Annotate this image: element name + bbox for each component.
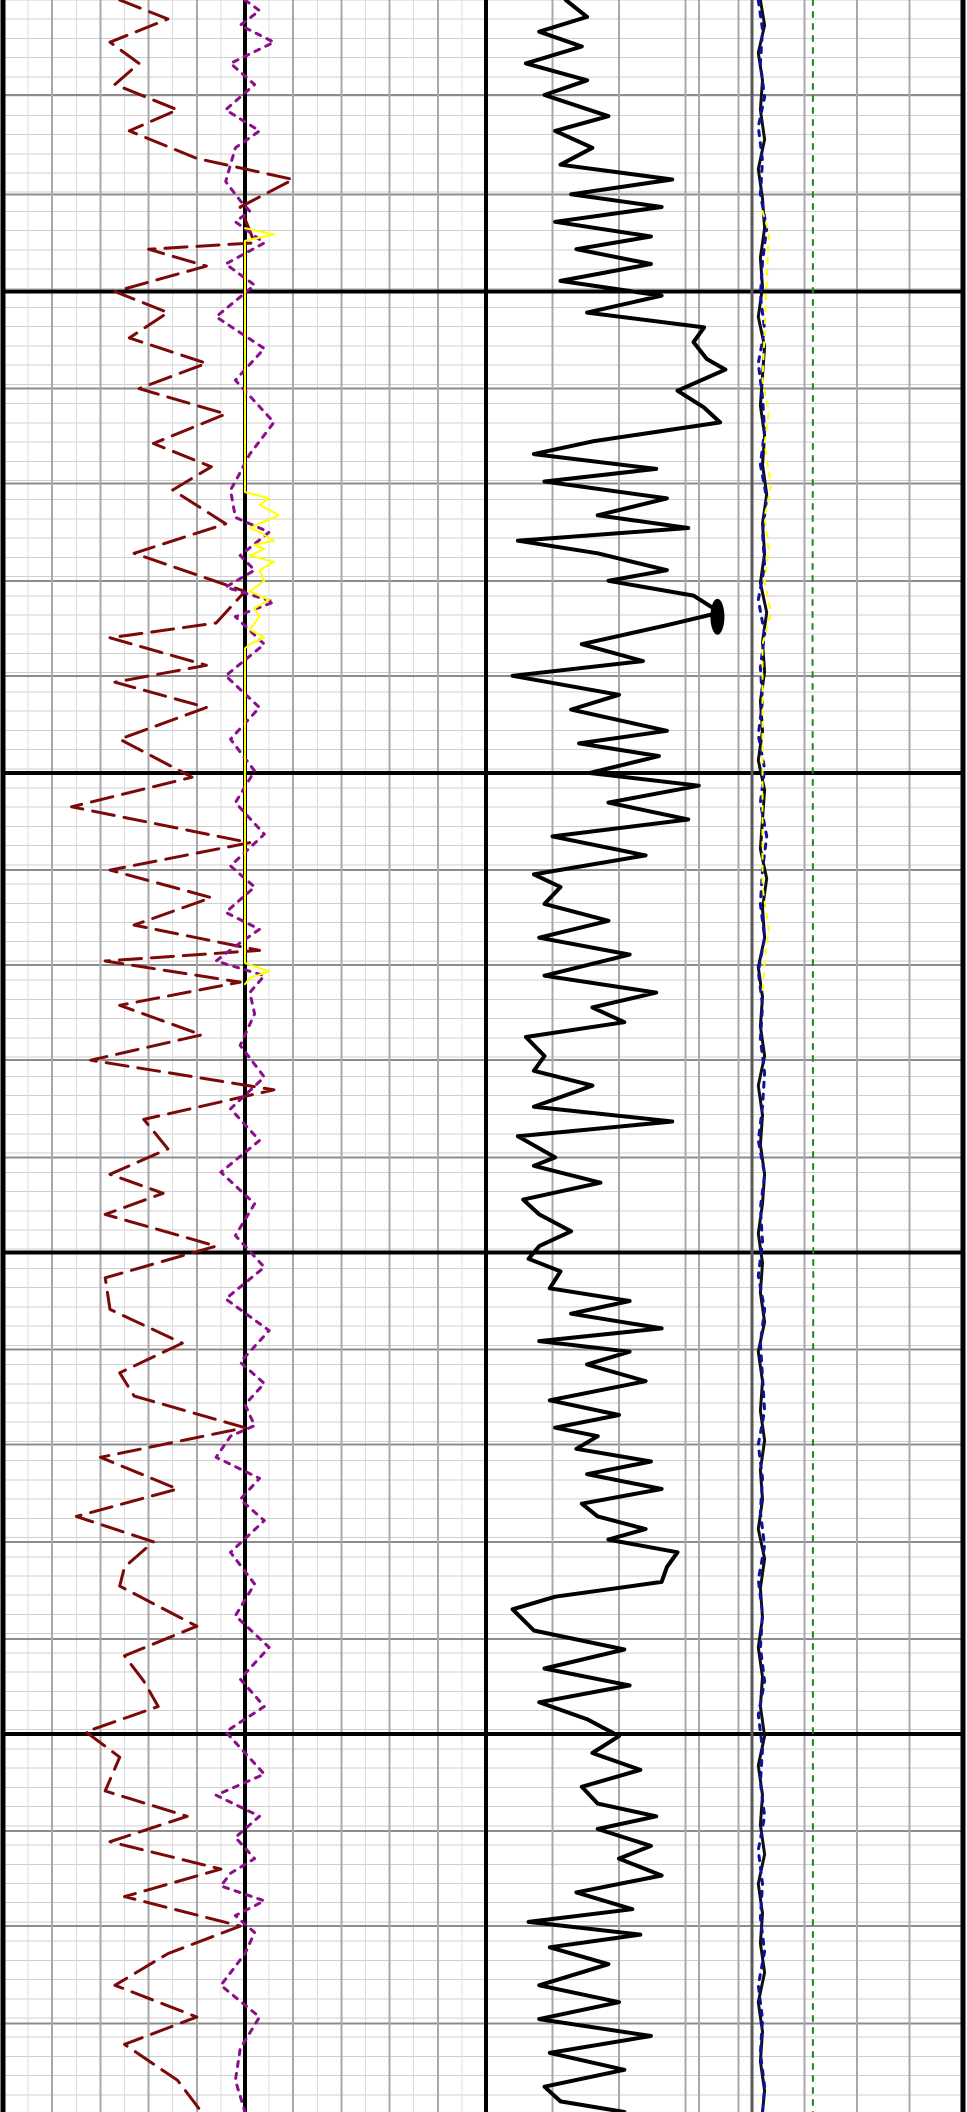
log-curve-track1-series1 xyxy=(70,0,295,2112)
log-curve-fill-marker xyxy=(710,598,725,635)
medium-grid xyxy=(4,0,962,2112)
log-curve-track1-series3 xyxy=(244,227,280,986)
log-curve-track3-series2 xyxy=(756,0,769,2112)
log-curve-track3-series3 xyxy=(761,210,772,994)
log-curve-track2-series1 xyxy=(510,0,728,2112)
log-curve-track3-series4 xyxy=(811,0,815,2112)
log-curves xyxy=(70,0,815,2112)
log-curve-track1-series2 xyxy=(214,0,276,2112)
